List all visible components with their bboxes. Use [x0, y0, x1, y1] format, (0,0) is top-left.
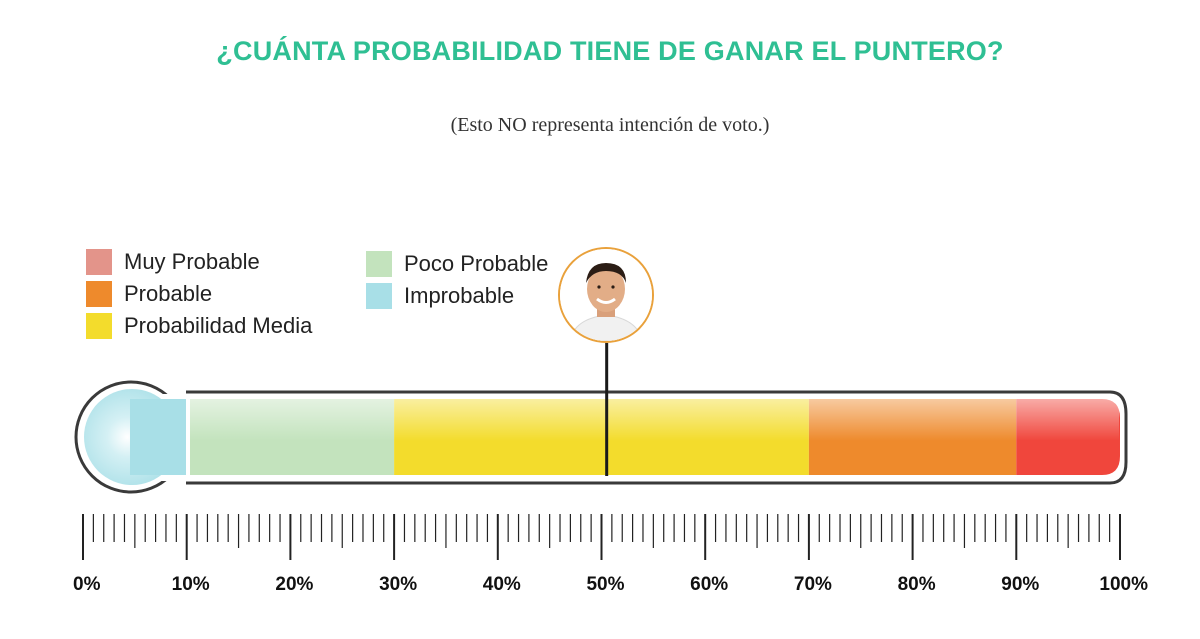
- legend-label: Muy Probable: [124, 249, 260, 274]
- legend-item-poco-probable: Poco Probable: [366, 249, 548, 279]
- legend-swatch-probable: [86, 281, 112, 307]
- tick-label: 10%: [172, 574, 210, 595]
- tick-label: 40%: [483, 574, 521, 595]
- tick-marks: [82, 514, 1121, 560]
- tick-labels: 0% 10% 20% 30% 40% 50% 60% 70% 80% 90% 100%: [73, 574, 1148, 595]
- tube-shine: [186, 399, 1119, 475]
- legend-item-muy-probable: Muy Probable: [86, 247, 260, 277]
- candidate-avatar: [558, 247, 654, 343]
- tick-label: 70%: [794, 574, 832, 595]
- legend-label: Probabilidad Media: [124, 313, 313, 338]
- legend-label: Probable: [124, 281, 213, 306]
- legend-swatch-probabilidad-media: [86, 313, 112, 339]
- legend-swatch-muy-probable: [86, 249, 112, 275]
- tick-label: 20%: [275, 574, 313, 595]
- tick-label: 50%: [586, 574, 624, 595]
- tick-label: 60%: [690, 574, 728, 595]
- bulb-neck: [130, 399, 186, 475]
- legend-swatch-improbable: [366, 283, 392, 309]
- legend-label: Improbable: [404, 283, 515, 308]
- legend-swatch-poco-probable: [366, 251, 392, 277]
- legend-item-probabilidad-media: Probabilidad Media: [86, 311, 312, 341]
- legend-label: Poco Probable: [404, 251, 549, 276]
- chart-title: ¿CUÁNTA PROBABILIDAD TIENE DE GANAR EL P…: [216, 36, 1004, 66]
- legend-item-probable: Probable: [86, 279, 212, 309]
- legend-item-improbable: Improbable: [366, 281, 514, 311]
- tick-label: 0%: [73, 574, 101, 595]
- tick-label: 90%: [1001, 574, 1039, 595]
- tick-label: 30%: [379, 574, 417, 595]
- tube-outline: [186, 390, 1128, 485]
- tick-label: 80%: [898, 574, 936, 595]
- chart-subtitle: (Esto NO representa intención de voto.): [450, 114, 770, 136]
- tick-label: 100%: [1099, 574, 1148, 595]
